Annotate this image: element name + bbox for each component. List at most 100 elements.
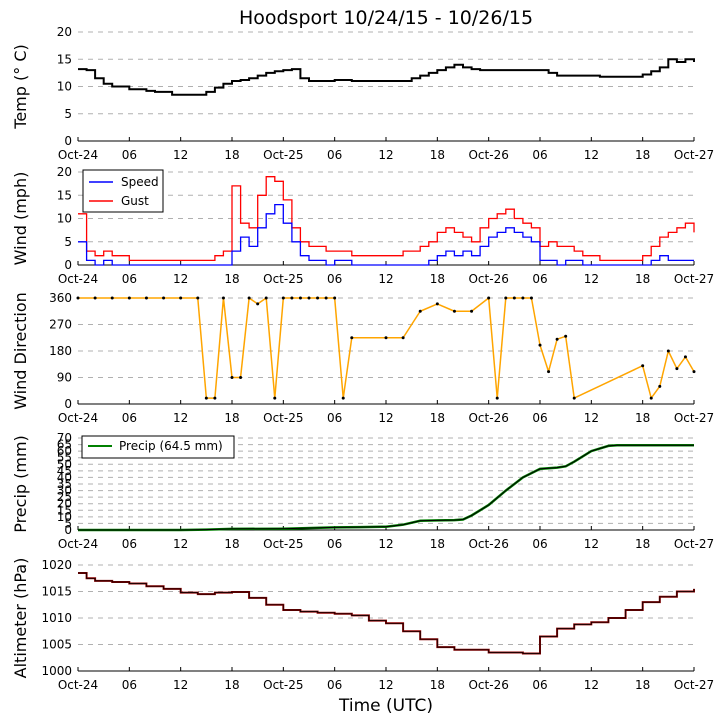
wind-x-tick-label: 12 — [173, 272, 188, 286]
precip-x-tick-label: 18 — [224, 537, 239, 551]
altimeter-y-tick-label: 1005 — [41, 638, 72, 652]
wind-x-tick-label: 12 — [378, 272, 393, 286]
direction-x-tick-label: 12 — [584, 411, 599, 425]
altimeter-x-tick-label: 06 — [532, 678, 547, 692]
temp-x-tick-label: 18 — [430, 148, 445, 162]
precip-y-tick-label: 25 — [57, 490, 72, 504]
direction-point — [307, 296, 311, 300]
direction-point — [290, 296, 294, 300]
wind-x-tick-label: Oct-25 — [263, 272, 303, 286]
direction-point — [666, 349, 670, 353]
direction-point — [683, 355, 687, 359]
direction-segment — [547, 339, 558, 372]
direction-point — [487, 296, 491, 300]
wind-y-tick-label: 10 — [57, 212, 72, 226]
direction-point — [470, 309, 474, 313]
precip-legend-box — [81, 435, 235, 459]
altimeter-x-tick-label: 06 — [327, 678, 342, 692]
precip-y-tick-label: 15 — [57, 503, 72, 517]
wind-x-tick-label: Oct-26 — [468, 272, 508, 286]
temp-x-tick-label: Oct-24 — [58, 148, 98, 162]
direction-point — [204, 396, 208, 400]
direction-segment — [342, 337, 353, 399]
direction-segment — [333, 297, 344, 399]
direction-y-tick-label: 270 — [49, 318, 72, 332]
direction-point — [221, 296, 225, 300]
altimeter-y-tick-label: 1010 — [41, 611, 72, 625]
direction-segment — [402, 310, 421, 339]
precip-legend: Precip (64.5 mm) — [81, 435, 235, 459]
precip-legend-label: Precip (64.5 mm) — [119, 439, 223, 453]
direction-point — [692, 370, 696, 374]
precip-y-tick-label: 50 — [57, 457, 72, 471]
direction-y-tick-label: 90 — [57, 371, 72, 385]
direction-point — [333, 296, 337, 300]
altimeter-y-axis-label: Altimeter (hPa) — [11, 558, 30, 679]
direction-segment — [564, 336, 575, 399]
direction-point — [538, 343, 542, 347]
direction-segment — [222, 297, 233, 378]
wind-y-tick-label: 0 — [64, 258, 72, 272]
wind-x-tick-label: 18 — [635, 272, 650, 286]
altimeter-y-tick-label: 1020 — [41, 558, 72, 572]
direction-x-tick-label: 06 — [122, 411, 137, 425]
direction-x-tick-label: 18 — [224, 411, 239, 425]
direction-segment — [257, 297, 267, 305]
precip-x-tick-label: 18 — [635, 537, 650, 551]
direction-segment — [248, 297, 259, 305]
wind-x-tick-label: 18 — [224, 272, 239, 286]
chart-title: Hoodsport 10/24/15 - 10/26/15 — [239, 7, 533, 29]
altimeter-line-core — [78, 572, 695, 654]
direction-point — [641, 364, 645, 368]
precip-x-tick-label: 06 — [532, 537, 547, 551]
direction-y-tick-label: 0 — [64, 397, 72, 411]
precip-y-tick-label: 70 — [57, 431, 72, 445]
temp-x-tick-label: 06 — [122, 148, 137, 162]
altimeter-x-tick-label: 18 — [635, 678, 650, 692]
direction-point — [93, 296, 97, 300]
direction-point — [401, 336, 405, 340]
precip-y-tick-label: 5 — [64, 516, 72, 530]
wind-x-tick-label: Oct-27 — [674, 272, 714, 286]
altimeter-x-tick-label: Oct-25 — [263, 678, 303, 692]
direction-point — [144, 296, 148, 300]
direction-point — [213, 396, 217, 400]
precip-x-tick-label: Oct-27 — [674, 537, 714, 551]
wind-x-tick-label: 06 — [532, 272, 547, 286]
direction-segment — [530, 297, 541, 346]
direction-segment — [676, 356, 687, 370]
direction-point — [316, 296, 320, 300]
precip-x-tick-label: 06 — [327, 537, 342, 551]
direction-point — [495, 396, 499, 400]
direction-segment — [667, 350, 678, 369]
precip-x-tick-label: 06 — [122, 537, 137, 551]
precip-y-tick-label: 20 — [57, 497, 72, 511]
altimeter-x-tick-label: Oct-24 — [58, 678, 98, 692]
direction-segment — [471, 297, 490, 312]
direction-x-tick-label: 12 — [378, 411, 393, 425]
direction-x-tick-label: Oct-27 — [674, 411, 714, 425]
direction-segment — [659, 350, 670, 387]
direction-x-tick-label: 18 — [430, 411, 445, 425]
direction-segment — [274, 297, 285, 399]
precip-line-core — [78, 444, 694, 531]
direction-y-tick-label: 360 — [49, 291, 72, 305]
direction-segment — [573, 365, 643, 399]
direction-y-tick-label: 180 — [49, 344, 72, 358]
direction-point — [350, 336, 354, 340]
precip-x-tick-label: 12 — [378, 537, 393, 551]
direction-point — [384, 336, 388, 340]
x-axis-label: Time (UTC) — [338, 696, 433, 716]
altimeter-x-tick-label: 12 — [378, 678, 393, 692]
direction-point — [273, 396, 277, 400]
direction-point — [555, 337, 559, 341]
precip-x-tick-label: Oct-24 — [58, 537, 98, 551]
temp-x-tick-label: 12 — [378, 148, 393, 162]
precip-y-tick-label: 55 — [57, 451, 72, 465]
precip-y-tick-label: 60 — [57, 444, 72, 458]
direction-x-tick-label: 12 — [173, 411, 188, 425]
temp-y-tick-label: 0 — [64, 134, 72, 148]
precip-y-tick-label: 40 — [57, 470, 72, 484]
altimeter-x-tick-label: 12 — [173, 678, 188, 692]
wind-y-axis-label: Wind (mph) — [11, 172, 30, 266]
